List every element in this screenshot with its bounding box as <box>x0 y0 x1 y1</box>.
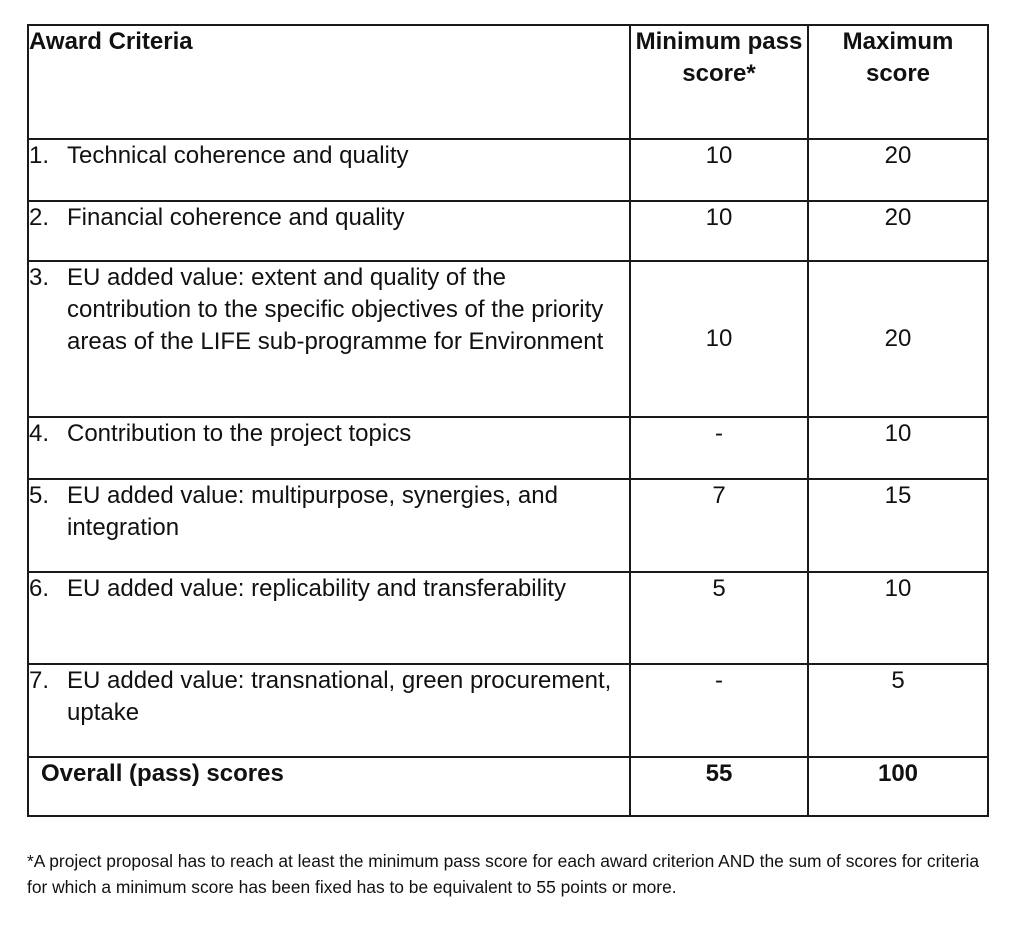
header-minimum-pass-score: Minimum pass score* <box>629 24 809 140</box>
criterion-number: 7. <box>29 667 50 694</box>
total-row: Overall (pass) scores 55 100 <box>27 756 989 817</box>
max-score-cell: 10 <box>807 571 989 665</box>
max-score-cell: 20 <box>807 260 989 418</box>
total-max-score: 100 <box>807 756 989 817</box>
criterion-number: 6. <box>29 575 50 602</box>
criterion-cell: 5. EU added value: multipurpose, synergi… <box>27 478 631 573</box>
criterion-text: EU added value: extent and quality of th… <box>67 264 604 355</box>
header-award-criteria: Award Criteria <box>27 24 631 140</box>
criterion-number: 3. <box>29 264 50 291</box>
criterion-text: Financial coherence and quality <box>67 204 405 231</box>
max-score-cell: 15 <box>807 478 989 573</box>
criterion-cell: 7. EU added value: transnational, green … <box>27 663 631 758</box>
criterion-cell: 1. Technical coherence and quality <box>27 138 631 202</box>
max-score-cell: 5 <box>807 663 989 758</box>
total-label: Overall (pass) scores <box>27 756 631 817</box>
min-score-cell: 10 <box>629 260 809 418</box>
max-score-cell: 20 <box>807 138 989 202</box>
min-score-cell: 7 <box>629 478 809 573</box>
table-row: 5. EU added value: multipurpose, synergi… <box>27 478 989 573</box>
min-score-cell: - <box>629 663 809 758</box>
table-row: 6. EU added value: replicability and tra… <box>27 571 989 665</box>
criterion-cell: 6. EU added value: replicability and tra… <box>27 571 631 665</box>
criterion-cell: 2. Financial coherence and quality <box>27 200 631 262</box>
criterion-text: EU added value: transnational, green pro… <box>67 667 612 726</box>
criterion-number: 1. <box>29 142 50 169</box>
header-maximum-score: Maximum score <box>807 24 989 140</box>
criterion-cell: 4. Contribution to the project topics <box>27 416 631 480</box>
max-score-cell: 10 <box>807 416 989 480</box>
criterion-number: 4. <box>29 420 50 447</box>
criterion-number: 2. <box>29 204 50 231</box>
criterion-text: Technical coherence and quality <box>67 142 409 169</box>
table-row: 3. EU added value: extent and quality of… <box>27 260 989 418</box>
criterion-text: EU added value: multipurpose, synergies,… <box>67 482 558 541</box>
criterion-text: EU added value: replicability and transf… <box>67 575 566 602</box>
table-header-row: Award Criteria Minimum pass score* Maxim… <box>27 24 989 140</box>
min-score-cell: - <box>629 416 809 480</box>
table-row: 7. EU added value: transnational, green … <box>27 663 989 758</box>
max-score-cell: 20 <box>807 200 989 262</box>
table-row: 1. Technical coherence and quality 10 20 <box>27 138 989 202</box>
table-row: 4. Contribution to the project topics - … <box>27 416 989 480</box>
award-criteria-table: Award Criteria Minimum pass score* Maxim… <box>27 24 989 817</box>
criterion-cell: 3. EU added value: extent and quality of… <box>27 260 631 418</box>
min-score-cell: 10 <box>629 138 809 202</box>
footnote: *A project proposal has to reach at leas… <box>27 851 980 897</box>
total-min-score: 55 <box>629 756 809 817</box>
min-score-cell: 5 <box>629 571 809 665</box>
min-score-cell: 10 <box>629 200 809 262</box>
criterion-text: Contribution to the project topics <box>67 420 412 447</box>
table-row: 2. Financial coherence and quality 10 20 <box>27 200 989 262</box>
criterion-number: 5. <box>29 482 50 509</box>
